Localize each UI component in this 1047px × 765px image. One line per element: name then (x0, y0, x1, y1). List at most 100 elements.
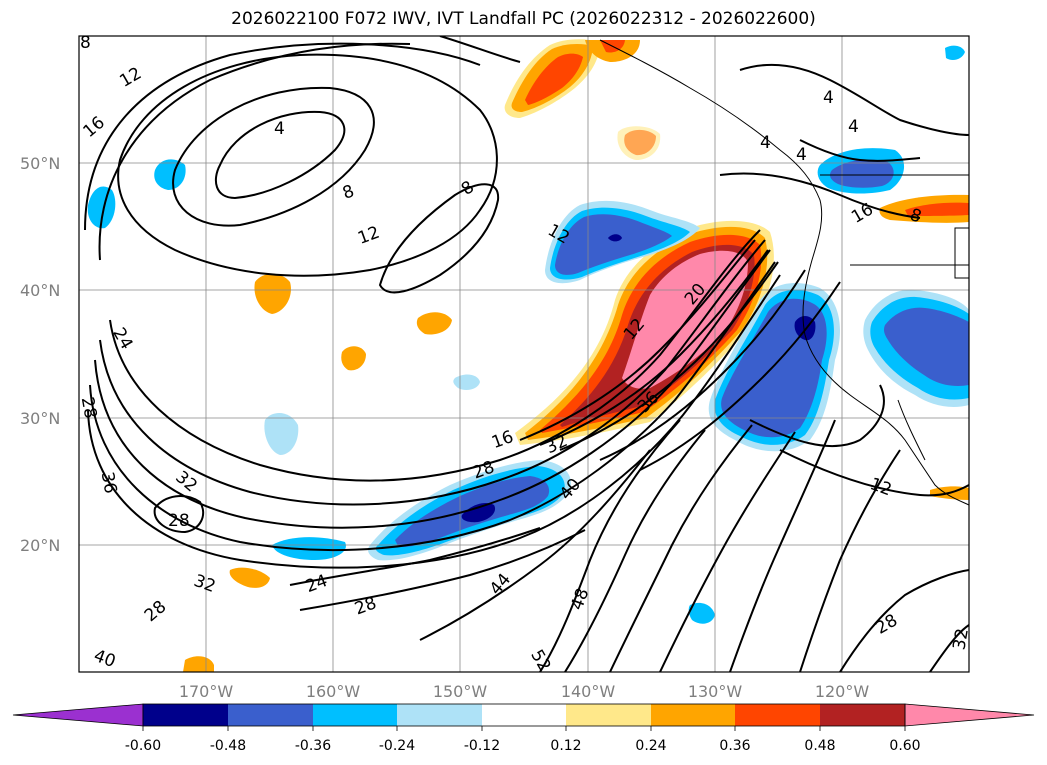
contour-16-east (749, 384, 885, 448)
contours (84, 36, 969, 672)
patch-orange-3 (341, 346, 366, 371)
contour-28-east (839, 569, 969, 672)
contour-8b (378, 183, 500, 294)
contour-label: 28 (168, 511, 190, 531)
colorbar-bin (397, 704, 482, 726)
patch-orange-2 (416, 312, 452, 335)
contour-label: 8 (80, 33, 91, 53)
contour-label: 28 (77, 395, 100, 420)
contour-south-24 (289, 527, 541, 586)
map-content: 8 12 16 4 8 8 12 12 24 28 36 32 28 32 24… (77, 33, 972, 672)
contour-32-east (929, 624, 969, 672)
contour-ar-3 (559, 261, 779, 451)
contour-28 (99, 239, 766, 506)
patch-alaska-blue-2 (830, 159, 894, 188)
patch-west-cyan (87, 186, 116, 229)
colorbar-bin (482, 704, 566, 726)
coastline (599, 39, 969, 506)
shaded-fields (87, 39, 969, 672)
patch-orange-1 (254, 273, 291, 314)
contour-ar-5 (639, 281, 841, 471)
colorbar-tick-label: -0.48 (210, 738, 246, 754)
colorbar-tick-label: -0.12 (464, 738, 500, 754)
contour-20a (98, 42, 411, 261)
lat-label-50n: 50°N (20, 154, 60, 173)
contour-12-north (439, 36, 521, 63)
contour-label: 36 (97, 470, 120, 495)
lon-label-170w: 170°W (179, 682, 234, 701)
contour-44 (419, 449, 651, 641)
lon-label-160w: 160°W (306, 682, 361, 701)
contour-32 (94, 249, 771, 529)
gulf-patch-red (525, 53, 583, 105)
map-frame (78, 35, 970, 673)
contour-label: 4 (848, 117, 859, 137)
lat-label-40n: 40°N (20, 281, 60, 300)
colorbar-tick-label: 0.48 (804, 738, 835, 754)
contour-south-28 (299, 529, 586, 611)
contour-28-closed (153, 495, 205, 534)
colorbar-tick-label: 0.24 (635, 738, 666, 754)
contour-ar-2 (539, 249, 769, 446)
mid-neg-navy (608, 234, 622, 242)
contour-40 (87, 274, 781, 569)
contour-36b (799, 449, 901, 672)
lat-label-30n: 30°N (20, 409, 60, 428)
inland-neg-blue (884, 307, 969, 386)
contour-36 (89, 261, 776, 552)
colorbar-bin (820, 704, 905, 726)
contour-label: 32 (949, 627, 972, 652)
patch-small-cyan (688, 602, 715, 624)
contour-label: 4 (796, 145, 807, 165)
colorbar-tick-label: 0.36 (719, 738, 750, 754)
patch-tropical-cyan (272, 537, 346, 560)
lon-label-150w: 150°W (433, 682, 488, 701)
map-title: 2026022100 F072 IWV, IVT Landfall PC (20… (231, 9, 816, 29)
patch-ne-cyan (945, 45, 965, 60)
colorbar-tick-label: -0.36 (295, 738, 331, 754)
contour-52 (564, 429, 706, 672)
colorbar: -0.60 -0.48 -0.36 -0.24 -0.12 0.12 0.24 … (12, 703, 1035, 754)
contour-8 (172, 86, 375, 227)
colorbar-bin (143, 704, 228, 726)
ar-band-pink (622, 250, 748, 389)
lon-label-130w: 130°W (688, 682, 743, 701)
contour-label: 4 (274, 119, 285, 139)
contour-16 (84, 42, 481, 231)
contour-8-north (719, 172, 921, 219)
contour-4 (214, 110, 346, 200)
mid-neg-blue (555, 214, 672, 275)
contour-4-north-b (799, 139, 921, 162)
contour-ar-4 (599, 269, 806, 461)
sub-neg-navy (461, 503, 496, 523)
contour-label: 4 (823, 88, 834, 108)
patch-orange-4 (617, 126, 661, 160)
colorbar-tick-label: 0.12 (550, 738, 581, 754)
lon-label-120w: 120°W (815, 682, 870, 701)
colorbar-tick-label: -0.60 (125, 738, 161, 754)
colorbar-tick-label: -0.24 (379, 738, 415, 754)
patch-west-light (154, 159, 186, 190)
colorbar-bin (313, 704, 397, 726)
colorbar-bin (735, 704, 820, 726)
patch-red-bc (905, 202, 969, 216)
contour-label: 4 (760, 133, 771, 153)
contour-ar-1 (519, 239, 756, 441)
colorbar-bin (651, 704, 735, 726)
graticule (79, 36, 969, 672)
colorbar-extend-left (12, 703, 144, 727)
colorbar-bin (228, 704, 313, 726)
colorbar-tick-label: 0.60 (889, 738, 920, 754)
patch-tropical-orange (229, 567, 270, 588)
contour-48 (539, 419, 681, 672)
colorbar-bin (566, 704, 651, 726)
contour-4-north (739, 63, 969, 136)
contour-12-east (779, 449, 969, 497)
patch-tw-cyan (264, 413, 299, 455)
lon-label-140w: 140°W (561, 682, 616, 701)
lat-label-20n: 20°N (20, 536, 60, 555)
contour-44b (659, 431, 796, 672)
contour-40b (729, 419, 836, 672)
contour-48b (609, 424, 753, 672)
